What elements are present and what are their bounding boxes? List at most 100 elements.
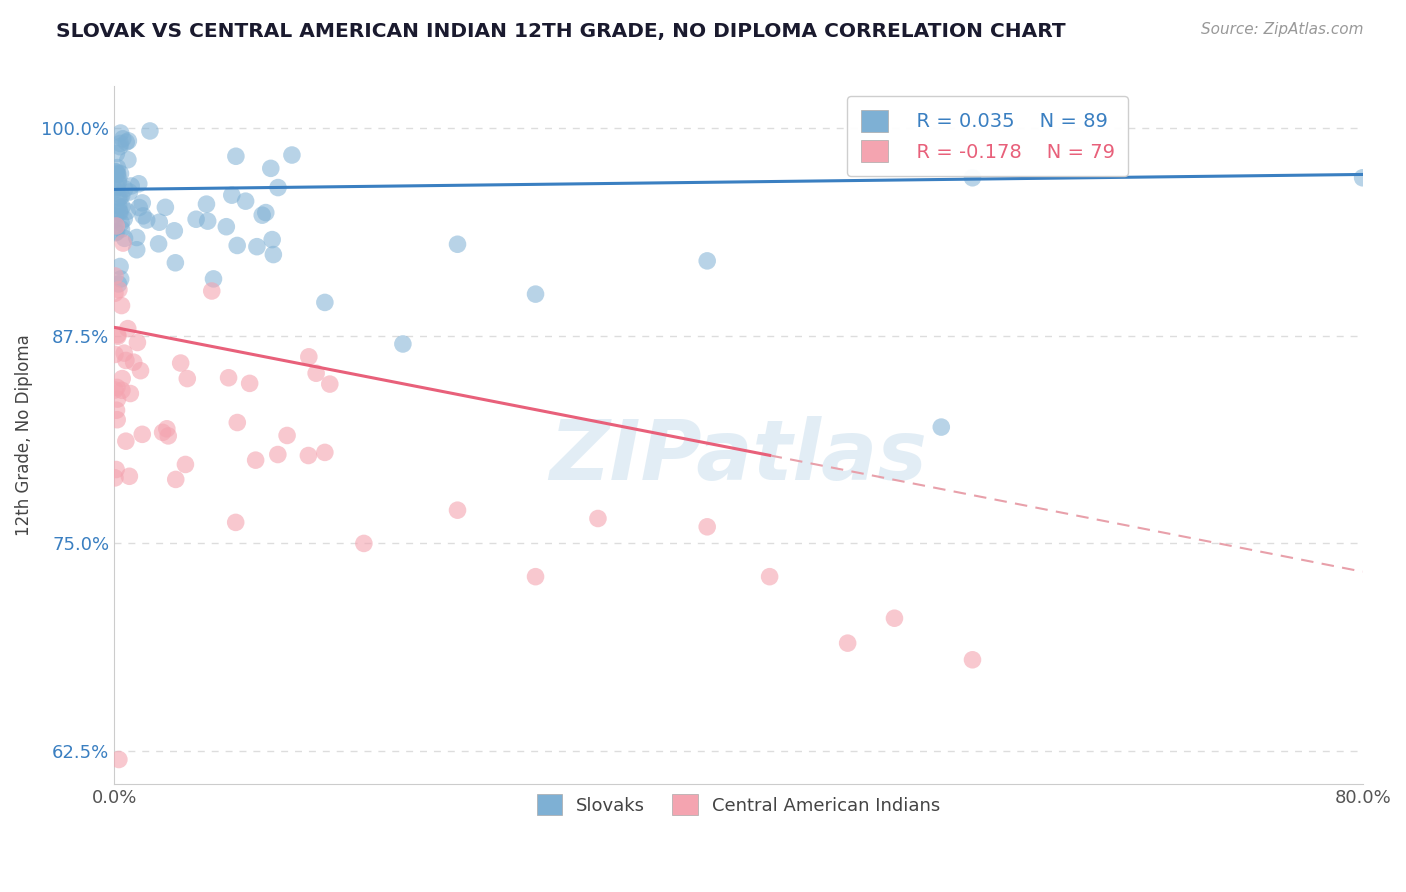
Point bbox=[111, 384, 134, 398]
Point bbox=[226, 238, 249, 252]
Point bbox=[165, 472, 187, 486]
Point bbox=[104, 347, 127, 361]
Point bbox=[105, 165, 128, 179]
Point bbox=[239, 376, 262, 391]
Point bbox=[107, 327, 129, 342]
Point bbox=[108, 205, 131, 219]
Point bbox=[163, 224, 186, 238]
Point bbox=[129, 364, 152, 378]
Point bbox=[962, 653, 984, 667]
Point bbox=[104, 164, 127, 178]
Point bbox=[112, 211, 135, 226]
Point bbox=[115, 434, 138, 449]
Point bbox=[225, 149, 247, 163]
Point bbox=[298, 350, 321, 364]
Point bbox=[110, 136, 132, 151]
Point bbox=[107, 191, 129, 205]
Point bbox=[110, 299, 132, 313]
Point bbox=[104, 183, 127, 197]
Point bbox=[118, 185, 141, 199]
Point bbox=[524, 287, 547, 301]
Point bbox=[202, 272, 225, 286]
Point bbox=[758, 569, 780, 583]
Point bbox=[235, 194, 257, 209]
Point bbox=[107, 392, 129, 406]
Point bbox=[112, 346, 135, 360]
Point bbox=[110, 216, 132, 230]
Point bbox=[262, 233, 284, 247]
Point bbox=[281, 148, 304, 162]
Point bbox=[125, 230, 148, 244]
Point bbox=[108, 752, 131, 766]
Point bbox=[107, 329, 129, 343]
Point bbox=[107, 167, 129, 181]
Point bbox=[139, 124, 162, 138]
Point bbox=[215, 219, 238, 234]
Point bbox=[696, 520, 718, 534]
Point bbox=[105, 146, 128, 161]
Point bbox=[174, 458, 197, 472]
Point bbox=[105, 380, 128, 394]
Text: Source: ZipAtlas.com: Source: ZipAtlas.com bbox=[1201, 22, 1364, 37]
Point bbox=[105, 180, 128, 194]
Point bbox=[524, 569, 547, 583]
Point bbox=[104, 209, 127, 223]
Point bbox=[115, 204, 138, 219]
Point bbox=[392, 337, 415, 351]
Point bbox=[104, 471, 127, 485]
Point bbox=[148, 215, 170, 229]
Point bbox=[353, 536, 375, 550]
Point bbox=[107, 199, 129, 213]
Point bbox=[218, 370, 240, 384]
Point bbox=[131, 427, 153, 442]
Point bbox=[120, 386, 142, 401]
Point bbox=[157, 429, 180, 443]
Point bbox=[135, 213, 157, 227]
Point bbox=[314, 445, 336, 459]
Point bbox=[156, 422, 179, 436]
Point bbox=[108, 191, 131, 205]
Point bbox=[111, 132, 134, 146]
Point bbox=[132, 209, 155, 223]
Point bbox=[267, 448, 290, 462]
Point bbox=[122, 355, 145, 369]
Point bbox=[107, 176, 129, 190]
Point bbox=[929, 420, 952, 434]
Point bbox=[319, 377, 342, 392]
Point bbox=[107, 277, 129, 291]
Legend: Slovaks, Central American Indians: Slovaks, Central American Indians bbox=[527, 785, 949, 824]
Point bbox=[127, 335, 149, 350]
Point bbox=[111, 200, 134, 214]
Point bbox=[111, 371, 134, 385]
Point bbox=[108, 139, 131, 153]
Point bbox=[114, 231, 136, 245]
Point bbox=[962, 170, 984, 185]
Point bbox=[118, 469, 141, 483]
Text: SLOVAK VS CENTRAL AMERICAN INDIAN 12TH GRADE, NO DIPLOMA CORRELATION CHART: SLOVAK VS CENTRAL AMERICAN INDIAN 12TH G… bbox=[56, 22, 1066, 41]
Point bbox=[105, 403, 128, 417]
Point bbox=[446, 503, 468, 517]
Point bbox=[108, 204, 131, 219]
Point bbox=[117, 321, 139, 335]
Point bbox=[250, 208, 273, 222]
Point bbox=[226, 416, 249, 430]
Point bbox=[108, 260, 131, 274]
Y-axis label: 12th Grade, No Diploma: 12th Grade, No Diploma bbox=[15, 334, 32, 536]
Point bbox=[221, 188, 243, 202]
Point bbox=[110, 126, 132, 140]
Point bbox=[254, 205, 277, 219]
Text: ZIPatlas: ZIPatlas bbox=[550, 416, 928, 497]
Point bbox=[104, 212, 127, 227]
Point bbox=[110, 272, 132, 286]
Point bbox=[225, 516, 247, 530]
Point bbox=[170, 356, 193, 370]
Point bbox=[165, 256, 187, 270]
Point bbox=[114, 182, 136, 196]
Point bbox=[125, 243, 148, 257]
Point bbox=[201, 284, 224, 298]
Point bbox=[246, 240, 269, 254]
Point bbox=[155, 200, 177, 214]
Point bbox=[262, 247, 284, 261]
Point bbox=[128, 201, 150, 215]
Point bbox=[107, 172, 129, 186]
